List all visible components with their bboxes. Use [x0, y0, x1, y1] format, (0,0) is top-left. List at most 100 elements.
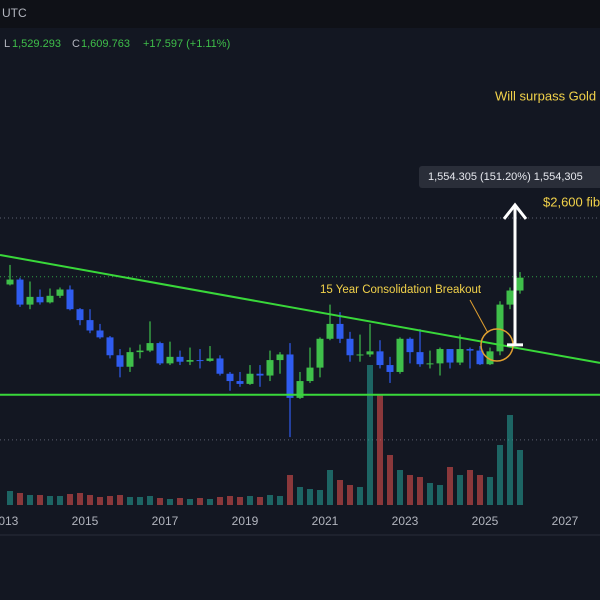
volume-bar	[127, 497, 133, 505]
candle-body	[306, 367, 314, 382]
x-tick-label: 2019	[232, 514, 259, 528]
volume-bar	[217, 497, 223, 505]
candle-body	[326, 323, 334, 339]
volume-bar	[117, 495, 123, 505]
candle-body	[456, 349, 464, 363]
volume-bar	[447, 467, 453, 505]
candle-body	[246, 373, 254, 384]
x-tick-label: 2015	[72, 514, 99, 528]
low-key: L	[4, 38, 10, 50]
volume-bar	[67, 494, 73, 505]
x-tick-label: 2013	[0, 514, 19, 528]
candle-body	[446, 349, 454, 363]
volume-bar	[87, 495, 93, 505]
fib-annotation: $2,600 fib	[543, 194, 600, 209]
candle-body	[406, 338, 414, 353]
low-value: 1,529.293	[12, 38, 61, 50]
volume-bar	[247, 496, 253, 505]
candle-body	[6, 279, 14, 285]
trendline	[0, 253, 600, 364]
candle-body	[236, 381, 244, 384]
candle-body	[36, 296, 44, 303]
volume-bar	[347, 485, 353, 505]
change: +17.597 (+1.11%)	[143, 38, 230, 50]
candle-body	[46, 295, 54, 303]
measure-arrowhead	[502, 202, 528, 220]
candle-body	[256, 373, 264, 376]
volume-bar	[407, 475, 413, 505]
volume-bar	[517, 450, 523, 505]
candle-body	[366, 351, 374, 355]
volume-bar	[157, 498, 163, 505]
candle-body	[386, 365, 394, 372]
candle-body	[516, 277, 524, 291]
candle-body	[346, 338, 354, 356]
volume-bar	[277, 496, 283, 505]
volume-bar	[297, 487, 303, 505]
volume-bar	[27, 495, 33, 505]
candle-body	[266, 360, 274, 376]
volume-bar	[367, 365, 373, 505]
annotation-pointer	[469, 299, 489, 334]
candle-body	[296, 381, 304, 398]
volume-bar	[477, 475, 483, 505]
candle-body	[16, 279, 24, 305]
candle-body	[486, 351, 494, 365]
volume-bar	[487, 477, 493, 505]
volume-bar	[107, 496, 113, 505]
volume-bar	[137, 497, 143, 505]
volume-bar	[147, 496, 153, 505]
volume-bar	[187, 499, 193, 505]
candle-body	[76, 309, 84, 321]
volume-bar	[497, 445, 503, 505]
x-tick-label: 2027	[552, 514, 579, 528]
candle-body	[146, 343, 154, 351]
close-value: 1,609.763	[81, 38, 130, 50]
x-tick-label: 2025	[472, 514, 499, 528]
candle-body	[196, 360, 204, 362]
volume-bar	[97, 497, 103, 505]
volume-bar	[17, 493, 23, 505]
candle-body	[356, 354, 364, 356]
candle-body	[276, 354, 284, 361]
volume-bar	[317, 490, 323, 505]
measure-label-box	[419, 166, 600, 188]
candle-body	[96, 330, 104, 338]
volume-bar	[57, 496, 63, 505]
volume-bar	[77, 493, 83, 505]
candle-body	[416, 352, 424, 365]
candle-body	[376, 351, 384, 366]
volume-bar	[377, 395, 383, 505]
volume-bar	[227, 496, 233, 505]
plot	[0, 217, 600, 505]
volume-bar	[167, 499, 173, 505]
volume-bar	[197, 498, 203, 505]
volume-bar	[47, 496, 53, 505]
timezone: UTC	[2, 6, 27, 20]
x-tick-label: 2021	[312, 514, 339, 528]
candle-body	[86, 320, 94, 331]
volume-bar	[327, 470, 333, 505]
candle-body	[136, 350, 144, 353]
candle-body	[126, 352, 134, 367]
candle-body	[186, 360, 194, 362]
volume-bar	[37, 495, 43, 505]
candle-body	[26, 296, 34, 305]
candle-body	[396, 338, 404, 372]
volume-bar	[207, 499, 213, 505]
volume-bar	[237, 497, 243, 505]
candle-body	[336, 323, 344, 339]
candle-body	[476, 350, 484, 365]
ohlc-header: L 1,529.293 C 1,609.763 +17.597 (+1.11%)	[4, 38, 230, 50]
candle-body	[66, 289, 74, 310]
candle-body	[496, 304, 504, 352]
x-tick-label: 2017	[152, 514, 179, 528]
candle-body	[206, 358, 214, 361]
candle-body	[426, 363, 434, 365]
candle-body	[226, 373, 234, 382]
volume-bar	[7, 491, 13, 505]
candle-body	[466, 349, 474, 351]
candle-body	[316, 338, 324, 368]
